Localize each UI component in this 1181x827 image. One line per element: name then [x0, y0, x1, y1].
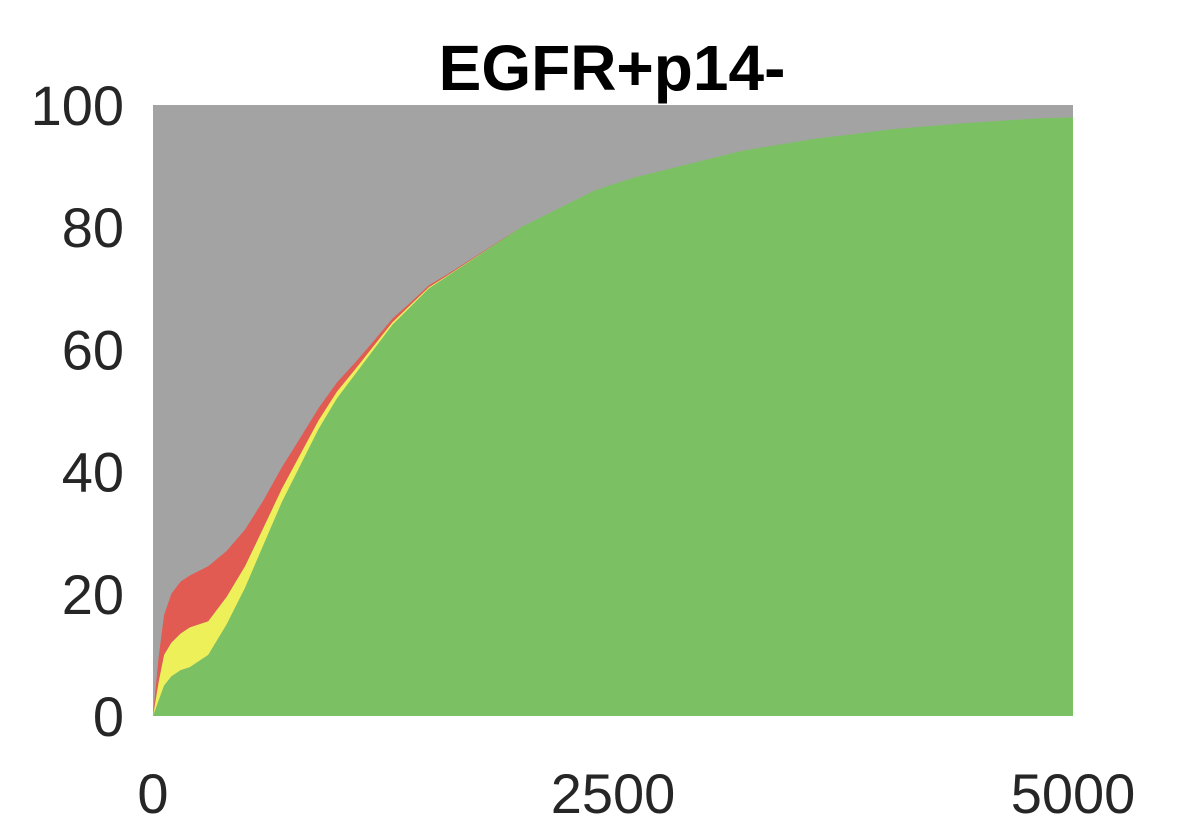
- y-tick-label: 100: [31, 74, 124, 137]
- y-axis-ticks: 0 20 40 60 80 100: [31, 74, 124, 748]
- x-tick-label: 5000: [1011, 762, 1136, 825]
- x-axis-ticks: 0 2500 5000: [137, 762, 1135, 825]
- x-tick-label: 0: [137, 762, 168, 825]
- x-tick-label: 2500: [551, 762, 676, 825]
- chart-title: EGFR+p14-: [439, 32, 786, 104]
- y-tick-label: 60: [62, 318, 124, 381]
- area-series-1: [153, 117, 1073, 717]
- y-tick-label: 40: [62, 441, 124, 504]
- y-tick-label: 20: [62, 563, 124, 626]
- y-tick-label: 0: [93, 685, 124, 748]
- y-tick-label: 80: [62, 196, 124, 259]
- area-series-group: [153, 117, 1073, 717]
